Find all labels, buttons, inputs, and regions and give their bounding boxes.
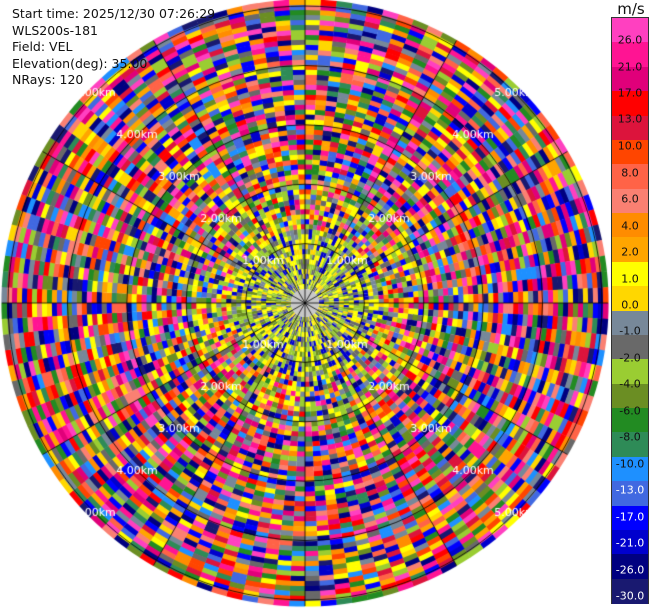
- colorbar-segment: [612, 481, 648, 507]
- colorbar-tick-label: 6.0: [621, 192, 639, 206]
- colorbar-segment: [612, 578, 648, 604]
- colorbar-tick-label: 4.0: [621, 219, 639, 233]
- colorbar-tick-label: 0.0: [621, 298, 639, 312]
- nrays-label: NRays: 120: [12, 72, 84, 87]
- colorbar-segment: [612, 261, 648, 287]
- colorbar-segment: [612, 359, 648, 385]
- colorbar-segment: [612, 188, 648, 214]
- colorbar-segment: [612, 237, 648, 263]
- colorbar-segment: [612, 505, 648, 531]
- field-label: Field: VEL: [12, 39, 73, 54]
- colorbar-segment: [612, 139, 648, 165]
- elevation-label: Elevation(deg): 35.00: [12, 55, 148, 71]
- colorbar-tick-label: -13.0: [615, 483, 645, 497]
- colorbar-segment: [612, 115, 648, 141]
- velocity-colorbar: 26.0 21.0 17.0 13.0 10.0 8.0 6.0 4.0 2.0 1.0 0.0 -1…: [611, 17, 649, 604]
- colorbar-segment: [612, 18, 648, 43]
- colorbar-tick-label: 8.0: [621, 166, 639, 180]
- colorbar-tick-label: 1.0: [621, 272, 639, 286]
- colorbar-tick-label: 21.0: [617, 60, 643, 74]
- colorbar-tick-label: -4.0: [619, 377, 641, 391]
- colorbar-tick-label: -26.0: [615, 563, 645, 577]
- colorbar-segment: [612, 383, 648, 409]
- colorbar-tick-label: -17.0: [615, 510, 645, 524]
- start-time-label: Start time: 2025/12/30 07:26:29: [12, 6, 216, 21]
- colorbar-segment: [612, 554, 648, 580]
- colorbar-segment: [612, 42, 648, 68]
- colorbar-segment: [612, 432, 648, 458]
- colorbar-tick-label: -10.0: [615, 457, 645, 471]
- colorbar-tick-label: 26.0: [617, 33, 643, 47]
- colorbar-tick-label: 17.0: [617, 86, 643, 100]
- colorbar-tick-label: 13.0: [617, 112, 643, 126]
- colorbar-segment: [612, 91, 648, 117]
- colorbar-segment: [612, 334, 648, 360]
- colorbar-segment: [612, 310, 648, 336]
- scan-info-panel: Start time: 2025/12/30 07:26:29 WLS200s-…: [12, 6, 215, 89]
- colorbar-segment: [612, 164, 648, 190]
- colorbar-tick-label: 2.0: [621, 245, 639, 259]
- colorbar-tick-label: -1.0: [619, 324, 641, 338]
- instrument-label: WLS200s-181: [12, 22, 98, 38]
- colorbar-unit-label: m/s: [617, 0, 645, 18]
- colorbar-tick-label: -21.0: [615, 536, 645, 550]
- colorbar-segment: [612, 286, 648, 312]
- colorbar-tick-label: -30.0: [615, 589, 645, 603]
- colorbar-segment: [612, 529, 648, 555]
- colorbar-segment: [612, 213, 648, 238]
- colorbar-tick-label: -8.0: [619, 430, 641, 444]
- colorbar-segment: [612, 456, 648, 482]
- colorbar-tick-label: 10.0: [617, 139, 643, 153]
- colorbar-tick-label: -2.0: [619, 351, 641, 365]
- colorbar-segment: [612, 66, 648, 92]
- colorbar-segment: [612, 408, 648, 433]
- colorbar-tick-label: -6.0: [619, 404, 641, 418]
